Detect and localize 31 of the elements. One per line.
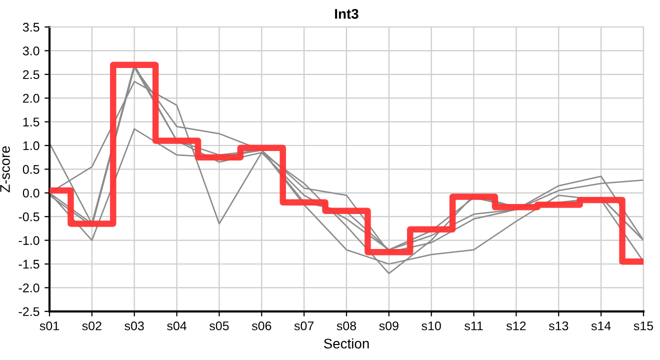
x-tick-label: s07 [294, 321, 314, 330]
x-tick-label: s14 [591, 322, 611, 330]
y-tick-label: 0.0 [22, 188, 40, 198]
y-tick-label: -2.0 [18, 284, 40, 292]
x-axis-title: Section [324, 338, 369, 349]
x-tick-label: s06 [252, 321, 272, 330]
x-tick-label: s04 [167, 321, 186, 330]
x-tick-label: s13 [548, 321, 568, 330]
y-tick-label: 1.5 [23, 118, 40, 126]
y-tick-label: -1.5 [18, 260, 40, 269]
y-tick-label: -0.5 [18, 212, 40, 222]
x-tick-label: s10 [422, 321, 441, 330]
x-tick-label: s11 [464, 322, 483, 330]
x-tick-label: s09 [379, 321, 398, 330]
x-tick-label: s15 [634, 322, 654, 330]
y-tick-label: 1.0 [23, 141, 40, 150]
y-tick-label: 2.5 [23, 70, 40, 80]
y-tick-label: -2.5 [18, 307, 40, 316]
x-tick-label: s05 [209, 321, 229, 330]
y-tick-label: -1.0 [18, 236, 40, 245]
y-tick-label: 3.5 [22, 22, 40, 32]
y-tick-label: 3.0 [22, 46, 40, 56]
chart-title: Int3 [335, 8, 358, 19]
x-tick-label: s08 [336, 321, 356, 330]
x-tick-label: s02 [82, 321, 102, 330]
x-tick-label: s01 [40, 321, 59, 330]
y-tick-label: 2.0 [23, 94, 40, 103]
y-axis-title: Z-score [0, 146, 10, 192]
y-tick-label: 0.5 [22, 165, 40, 174]
x-tick-label: s03 [124, 321, 144, 330]
x-tick-label: s12 [506, 321, 526, 330]
